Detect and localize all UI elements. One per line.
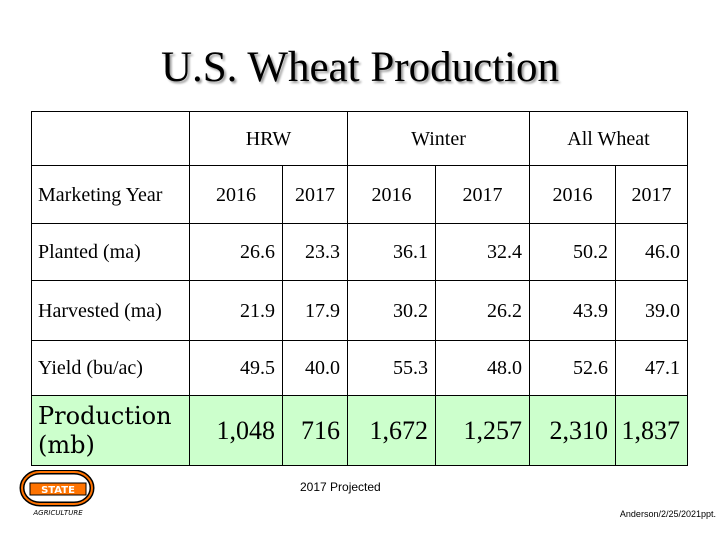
group-header-all-wheat: All Wheat [529,111,688,166]
value-cell: 39.0 [615,280,688,341]
table-row: Yield (bu/ac) 49.5 40.0 55.3 48.0 52.6 4… [31,340,688,396]
value-cell: 55.3 [347,340,436,396]
value-cell: 52.6 [529,340,616,396]
value-cell: 50.2 [529,223,616,281]
footer-citation: Anderson/2/25/2021ppt. [619,509,716,519]
value-cell: 48.0 [435,340,530,396]
year-header: 2016 [347,165,436,224]
year-header: 2016 [189,165,283,224]
value-cell: 716 [282,395,348,466]
value-cell: 17.9 [282,280,348,341]
year-header: 2017 [435,165,530,224]
value-cell: 43.9 [529,280,616,341]
row-label: Planted (ma) [31,223,190,281]
value-cell: 23.3 [282,223,348,281]
table-row-production: Production (mb) 1,048 716 1,672 1,257 2,… [31,395,688,466]
value-cell: 32.4 [435,223,530,281]
year-header: 2017 [282,165,348,224]
value-cell: 1,048 [189,395,283,466]
logo-text: STATE [41,485,75,496]
production-label-text: Production (mb) [38,401,172,459]
year-header: 2017 [615,165,688,224]
group-header-hrw: HRW [189,111,348,166]
value-cell: 1,257 [435,395,530,466]
value-cell: 1,837 [615,395,688,466]
table-corner-cell [31,111,190,166]
value-cell: 21.9 [189,280,283,341]
marketing-year-label: Marketing Year [31,165,190,224]
slide-title: U.S. Wheat Production [160,44,560,91]
osu-agriculture-logo: STATE AGRICULTURE [18,469,98,523]
row-label: Harvested (ma) [31,280,190,341]
value-cell: 26.6 [189,223,283,281]
value-cell: 40.0 [282,340,348,396]
projected-note: 2017 Projected [300,480,381,494]
value-cell: 1,672 [347,395,436,466]
logo-icon: STATE AGRICULTURE [19,469,95,517]
value-cell: 2,310 [529,395,616,466]
table-row: Harvested (ma) 21.9 17.9 30.2 26.2 43.9 … [31,280,688,341]
row-label: Production (mb) [31,395,190,466]
value-cell: 36.1 [347,223,436,281]
year-header: 2016 [529,165,616,224]
group-header-winter: Winter [347,111,530,166]
wheat-production-table: HRW Winter All Wheat Marketing Year 2016… [31,111,688,466]
value-cell: 30.2 [347,280,436,341]
value-cell: 47.1 [615,340,688,396]
row-label: Yield (bu/ac) [31,340,190,396]
table-row: Planted (ma) 26.6 23.3 36.1 32.4 50.2 46… [31,223,688,281]
logo-subtext: AGRICULTURE [32,509,83,517]
value-cell: 46.0 [615,223,688,281]
value-cell: 26.2 [435,280,530,341]
value-cell: 49.5 [189,340,283,396]
